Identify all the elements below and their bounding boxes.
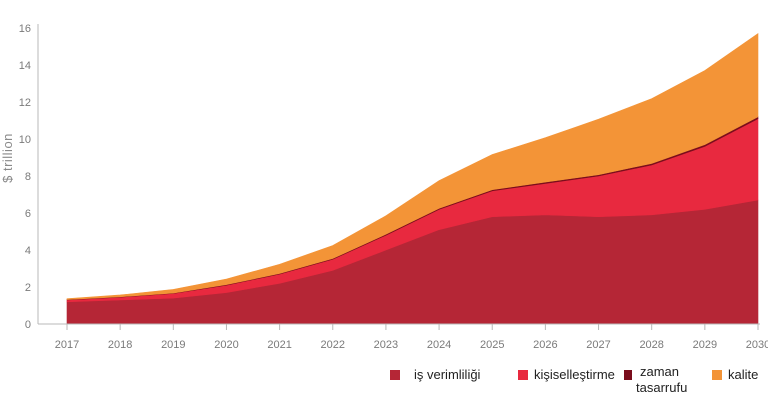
x-tick-labels: 2017 2018 2019 2020 2021 2022 2023 2024 2025 2026… — [55, 339, 768, 351]
x-tick-label: 2017 — [55, 339, 79, 351]
axes-group — [37, 24, 760, 330]
x-tick-label: 2030 — [746, 339, 768, 351]
x-tick-label: 2024 — [427, 339, 451, 351]
legend-swatch-kisisellestirme — [518, 370, 528, 380]
y-tick-label: 6 — [25, 208, 31, 220]
area-series-group — [66, 32, 759, 325]
legend-item-kalite: kalite — [712, 367, 758, 382]
x-tick-label: 2021 — [267, 339, 291, 351]
legend-swatch-zaman-tasarrufu — [624, 370, 632, 380]
legend-label-is-verimliligi: iş verimliliği — [414, 367, 481, 382]
legend-item-zaman-tasarrufu: zaman tasarrufu — [624, 364, 687, 395]
y-tick-label: 10 — [19, 134, 31, 146]
legend-swatch-kalite — [712, 370, 722, 380]
legend-label-kisisellestirme: kişiselleştirme — [534, 367, 615, 382]
y-tick-label: 4 — [25, 245, 31, 257]
y-tick-label: 12 — [19, 97, 31, 109]
x-tick-label: 2022 — [321, 339, 345, 351]
y-tick-label: 14 — [19, 60, 31, 72]
y-axis-label: $ trillion — [0, 133, 15, 183]
y-tick-label: 2 — [25, 282, 31, 294]
legend-label-kalite: kalite — [728, 367, 758, 382]
y-tick-label: 8 — [25, 171, 31, 183]
x-tick-label: 2019 — [161, 339, 185, 351]
y-tick-labels: 0 2 4 6 8 10 12 14 16 — [19, 23, 31, 331]
x-tick-label: 2027 — [586, 339, 610, 351]
x-tick-label: 2023 — [374, 339, 398, 351]
legend: iş verimliliği kişiselleştirme zaman tas… — [390, 364, 758, 395]
legend-swatch-is-verimliligi — [390, 370, 400, 380]
x-tick-label: 2020 — [214, 339, 238, 351]
x-tick-label: 2029 — [693, 339, 717, 351]
x-tick-label: 2026 — [533, 339, 557, 351]
x-tick-label: 2025 — [480, 339, 504, 351]
y-tick-label: 16 — [19, 23, 31, 35]
area-kalite — [66, 32, 759, 300]
y-tick-label: 0 — [25, 319, 31, 331]
legend-label-zaman-line1: zaman — [640, 364, 679, 379]
legend-label-zaman-line2: tasarrufu — [636, 380, 687, 395]
x-tick-label: 2028 — [639, 339, 663, 351]
x-tick-label: 2018 — [108, 339, 132, 351]
legend-item-is-verimliligi: iş verimliliği — [390, 367, 481, 382]
legend-item-kisisellestirme: kişiselleştirme — [518, 367, 615, 382]
